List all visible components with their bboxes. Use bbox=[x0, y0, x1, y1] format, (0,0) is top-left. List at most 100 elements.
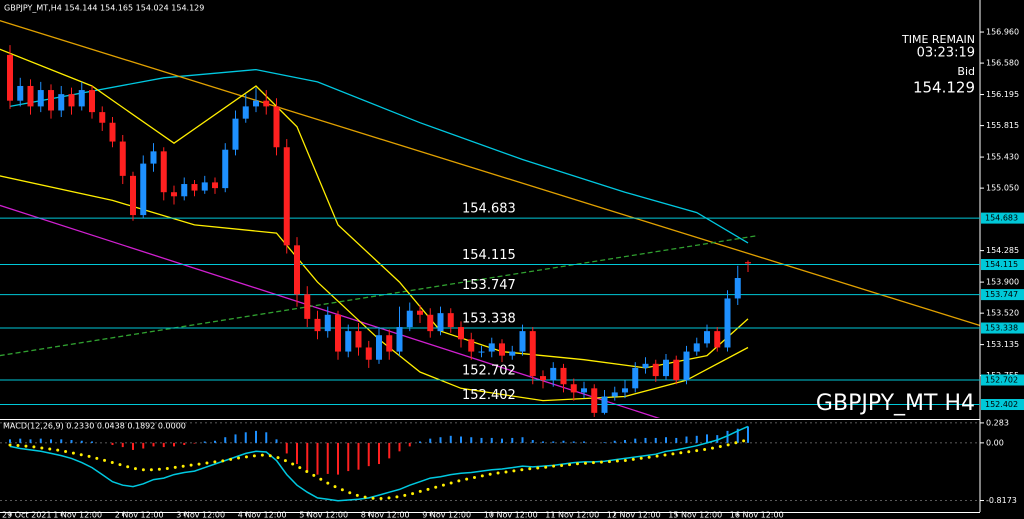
candle-body bbox=[724, 298, 731, 348]
level-label: 152.702 bbox=[462, 364, 516, 379]
candle-body bbox=[458, 327, 464, 340]
candle-body bbox=[335, 314, 341, 352]
level-tag bbox=[981, 322, 1024, 334]
x-tick-label: 2 Nov 12:00 bbox=[115, 511, 164, 519]
level-tag-label: 152.402 bbox=[985, 400, 1018, 409]
candle-body bbox=[89, 90, 95, 113]
symbol-header: GBPJPY_MT,H4 154.144 154.165 154.024 154… bbox=[4, 4, 204, 13]
y-tick-label: 155.815 bbox=[986, 121, 1019, 130]
candle-body bbox=[345, 331, 352, 352]
indicator-line bbox=[0, 204, 661, 418]
candle-body bbox=[37, 90, 44, 107]
x-tick-label: 8 Nov 12:00 bbox=[361, 511, 410, 519]
candle-body bbox=[17, 85, 24, 101]
y-tick-label: 155.430 bbox=[986, 153, 1019, 162]
level-tag bbox=[981, 289, 1024, 301]
x-tick-label: 12 Nov 12:00 bbox=[607, 511, 661, 519]
indicator-line bbox=[0, 20, 980, 327]
time-remain: 03:23:19 bbox=[917, 46, 975, 61]
candle-body bbox=[447, 313, 454, 328]
candle-body bbox=[529, 331, 536, 377]
candle-body bbox=[622, 388, 628, 393]
candle-body bbox=[468, 339, 475, 352]
candle-body bbox=[519, 331, 526, 352]
candle-body bbox=[283, 147, 290, 246]
x-tick-label: 5 Nov 12:00 bbox=[299, 511, 348, 519]
candle-body bbox=[601, 396, 608, 413]
bid-label: Bid bbox=[957, 65, 975, 78]
main-panel: 154.683 154.115 153.747 153.338 152.702 152.4… bbox=[0, 20, 980, 418]
candle-body bbox=[734, 278, 741, 299]
y-tick-label: 153.520 bbox=[986, 309, 1019, 318]
level-label: 153.747 bbox=[462, 278, 516, 293]
candle-body bbox=[478, 351, 485, 353]
x-tick-label: 9 Nov 12:00 bbox=[422, 511, 471, 519]
candle-body bbox=[386, 335, 393, 352]
candle-body bbox=[78, 90, 85, 107]
candle-body bbox=[48, 90, 54, 111]
level-tag bbox=[981, 259, 1024, 271]
candle-body bbox=[437, 313, 444, 332]
candle-body bbox=[550, 367, 557, 381]
x-tick-label: 1 Nov 12:00 bbox=[53, 511, 102, 519]
candle-body bbox=[130, 175, 136, 216]
x-tick-label: 4 Nov 12:00 bbox=[238, 511, 287, 519]
candle-body bbox=[119, 141, 126, 176]
candle-body bbox=[560, 367, 567, 385]
candle-body bbox=[611, 392, 618, 397]
x-tick-label: 3 Nov 12:00 bbox=[176, 511, 225, 519]
y-tick-label: 156.195 bbox=[986, 90, 1019, 99]
level-tag bbox=[981, 374, 1024, 386]
y-tick-label: 156.960 bbox=[986, 28, 1019, 37]
candle-body bbox=[427, 314, 434, 332]
candle-body bbox=[396, 327, 403, 352]
y-tick-label: 153.900 bbox=[986, 278, 1019, 287]
candle-body bbox=[7, 54, 13, 101]
time-remain-label: TIME REMAIN bbox=[901, 33, 975, 46]
candle-body bbox=[58, 94, 65, 111]
level-label: 152.402 bbox=[462, 388, 516, 403]
candle-body bbox=[273, 106, 280, 148]
candle-body bbox=[181, 184, 188, 197]
x-tick-label: 10 Nov 12:00 bbox=[484, 511, 538, 519]
macd-line bbox=[9, 425, 749, 502]
y-tick-label: -0.8173 bbox=[986, 496, 1017, 505]
signal-line bbox=[8, 438, 750, 501]
candle-body bbox=[263, 100, 270, 107]
level-label: 153.338 bbox=[462, 312, 516, 327]
x-tick-label: 15 Nov 12:00 bbox=[668, 511, 722, 519]
candle-body bbox=[324, 314, 331, 332]
candle-body bbox=[294, 245, 300, 295]
candle-body bbox=[222, 149, 229, 189]
candle-body bbox=[581, 388, 587, 393]
candle-body bbox=[355, 331, 362, 348]
axes: 156.960 156.580 156.195 155.815 155.430 155.0… bbox=[2, 28, 1024, 519]
x-tick-label: 16 Nov 12:00 bbox=[730, 511, 784, 519]
macd-panel bbox=[0, 422, 980, 502]
level-tag bbox=[981, 399, 1024, 411]
candle-body bbox=[642, 363, 649, 368]
candle-body bbox=[314, 318, 321, 332]
candle-body bbox=[673, 359, 680, 381]
y-tick-label: 154.285 bbox=[986, 246, 1019, 255]
macd-label: MACD(12,26,9) 0.2330 0.0438 0.1892 0.000… bbox=[3, 422, 186, 431]
y-tick-label: 155.050 bbox=[986, 184, 1019, 193]
y-tick-label: 0.283 bbox=[986, 418, 1009, 427]
candle-body bbox=[212, 182, 218, 189]
candle-body bbox=[109, 122, 116, 142]
watermark: GBPJPY_MT H4 bbox=[816, 391, 975, 416]
candle-body bbox=[509, 351, 516, 356]
candle-body bbox=[304, 294, 311, 319]
candle-body bbox=[499, 343, 505, 356]
candle-body bbox=[140, 163, 147, 216]
candle-body bbox=[663, 359, 669, 377]
level-label: 154.115 bbox=[462, 248, 516, 263]
candle-body bbox=[201, 182, 208, 191]
y-tick-label: 156.580 bbox=[986, 59, 1019, 68]
candle-body bbox=[683, 351, 690, 381]
candle-body bbox=[693, 343, 700, 352]
candle-body bbox=[150, 151, 157, 164]
candle-body bbox=[488, 343, 495, 352]
x-tick-label: 29 Oct 2021 bbox=[2, 511, 51, 519]
